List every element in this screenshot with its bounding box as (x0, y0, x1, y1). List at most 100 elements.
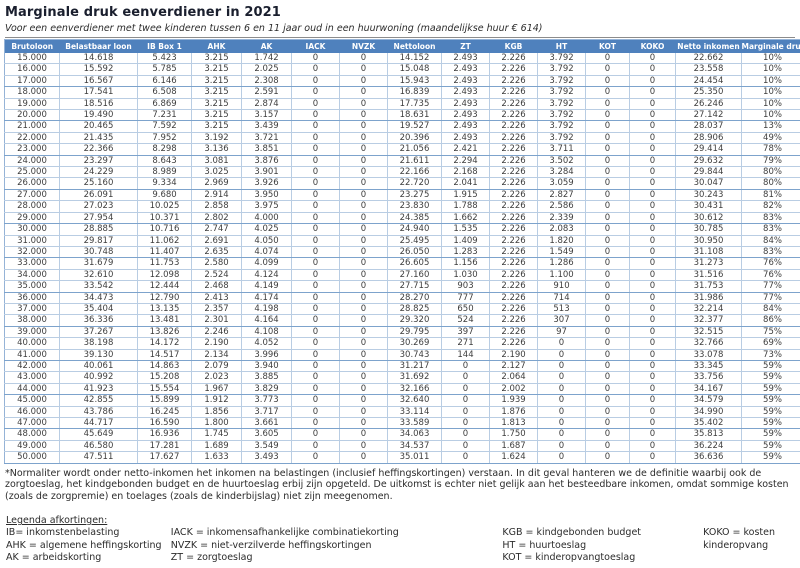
table-cell: 0 (537, 451, 586, 464)
table-cell: 21.611 (387, 155, 442, 168)
table-cell: 2.246 (191, 326, 242, 339)
table-row: 26.000 25.160 9.334 2.969 3.926 0 0 22.720 2.041… (4, 177, 800, 190)
table-cell: 1.813 (489, 417, 538, 430)
legend-column: KGB = kindgebonden budget HT = huurtoesla… (502, 527, 703, 565)
table-cell: 2.339 (537, 212, 586, 225)
table-cell: 48.000 (4, 428, 60, 441)
table-cell: 2.827 (537, 189, 586, 202)
table-cell: 0 (339, 383, 388, 396)
table-cell: 0 (291, 53, 340, 65)
table-cell: 59% (741, 371, 800, 384)
table-cell: 3.717 (241, 406, 292, 419)
table-cell: 84% (741, 235, 800, 247)
table-cell: 31.108 (675, 246, 742, 259)
table-cell: 2.226 (489, 53, 538, 65)
table-cell: 2.041 (441, 177, 490, 190)
table-cell: 34.167 (675, 383, 742, 396)
table-cell: 0 (339, 189, 388, 202)
table-cell: 2.635 (191, 246, 242, 259)
table-cell: 38.198 (59, 337, 138, 350)
table-cell: 8.643 (137, 155, 192, 168)
table-cell: 2.226 (489, 280, 538, 293)
table-cell: 0 (585, 292, 630, 304)
table-cell: 0 (291, 63, 340, 76)
table-cell: 19.490 (59, 109, 138, 122)
table-cell: 0 (629, 109, 676, 122)
table-cell: 3.215 (191, 98, 242, 111)
legend-item: HT = huurtoeslag (502, 539, 587, 551)
table-cell: 0 (629, 303, 676, 316)
legend-item: AK = arbeidskorting (6, 552, 102, 564)
marginale-druk-table: Brutoloon Belastbaar loon IB Box 1 AHK AK IAC… (4, 39, 800, 464)
legend-column: IACK = inkomensafhankelijke combinatieko… (171, 527, 503, 565)
table-cell: 25.000 (4, 166, 60, 179)
table-cell: 0 (537, 337, 586, 350)
table-cell: 11.407 (137, 246, 192, 259)
table-cell: 20.465 (59, 120, 138, 133)
table-row: 32.000 30.748 11.407 2.635 4.074 0 0 26.050 1.28… (4, 246, 800, 259)
table-cell: 2.079 (191, 360, 242, 373)
table-cell: 23.830 (387, 200, 442, 213)
table-cell: 0 (339, 451, 388, 464)
table-cell: 2.468 (191, 280, 242, 293)
table-cell: 0 (441, 360, 490, 373)
legend-item: IB= inkomstenbelasting (6, 527, 120, 539)
table-cell: 2.226 (489, 132, 538, 145)
table-cell: 29.795 (387, 326, 442, 339)
table-cell: 18.631 (387, 109, 442, 122)
table-cell: 22.366 (59, 143, 138, 156)
table-cell: 15.208 (137, 371, 192, 384)
table-cell: 0 (585, 337, 630, 350)
table-cell: 2.226 (489, 223, 538, 236)
table-cell: 23.000 (4, 143, 60, 156)
table-cell: 0 (291, 383, 340, 396)
table-cell: 43.000 (4, 371, 60, 384)
table-cell: 31.692 (387, 371, 442, 384)
table-cell: 0 (629, 63, 676, 76)
table-cell: 2.493 (441, 98, 490, 111)
table-cell: 0 (629, 143, 676, 156)
table-cell: 714 (537, 292, 586, 304)
table-cell: 0 (585, 200, 630, 213)
table-cell: 0 (291, 326, 340, 339)
table-row: 40.000 38.198 14.172 2.190 4.052 0 0 30.269 271 2… (4, 337, 800, 350)
table-cell: 0 (585, 189, 630, 202)
table-row: 29.000 27.954 10.371 2.802 4.000 0 0 24.385 1.66… (4, 212, 800, 225)
table-cell: 21.000 (4, 120, 60, 133)
table-cell: 7.592 (137, 120, 192, 133)
table-cell: 0 (339, 132, 388, 145)
table-cell: 0 (585, 360, 630, 373)
table-cell: 0 (629, 120, 676, 133)
table-cell: 397 (441, 326, 490, 339)
table-cell: 2.493 (441, 75, 490, 88)
table-cell: 3.792 (537, 53, 586, 65)
table-cell: 3.950 (241, 189, 292, 202)
table-cell: 0 (291, 212, 340, 225)
table-cell: 34.990 (675, 406, 742, 419)
table-cell: 0 (291, 223, 340, 236)
table-cell: 0 (339, 428, 388, 441)
table-cell: 27.954 (59, 212, 138, 225)
table-cell: 38.000 (4, 314, 60, 327)
table-row: 48.000 45.649 16.936 1.745 3.605 0 0 34.063 0 1.7… (4, 428, 800, 441)
table-cell: 37.000 (4, 303, 60, 316)
table-cell: 0 (291, 371, 340, 384)
table-cell: 49% (741, 132, 800, 145)
table-cell: 1.876 (489, 406, 538, 419)
table-row: 47.000 44.717 16.590 1.800 3.661 0 0 33.589 0 1.8… (4, 417, 800, 430)
table-row: 39.000 37.267 13.826 2.246 4.108 0 0 29.795 397 2… (4, 326, 800, 339)
table-cell: 3.215 (191, 63, 242, 76)
table-cell: 2.134 (191, 349, 242, 361)
table-cell: 33.078 (675, 349, 742, 361)
table-cell: 16.245 (137, 406, 192, 419)
table-cell: 0 (291, 269, 340, 282)
table-cell: 26.605 (387, 257, 442, 270)
table-cell: 0 (291, 337, 340, 350)
table-row: 18.000 17.541 6.508 3.215 2.591 0 0 16.839 2.493… (4, 86, 800, 99)
table-cell: 1.912 (191, 394, 242, 407)
table-cell: 2.226 (489, 63, 538, 76)
table-cell: 0 (339, 120, 388, 133)
table-cell: 21.056 (387, 143, 442, 156)
table-cell: 2.226 (489, 189, 538, 202)
table-cell: 0 (629, 349, 676, 361)
